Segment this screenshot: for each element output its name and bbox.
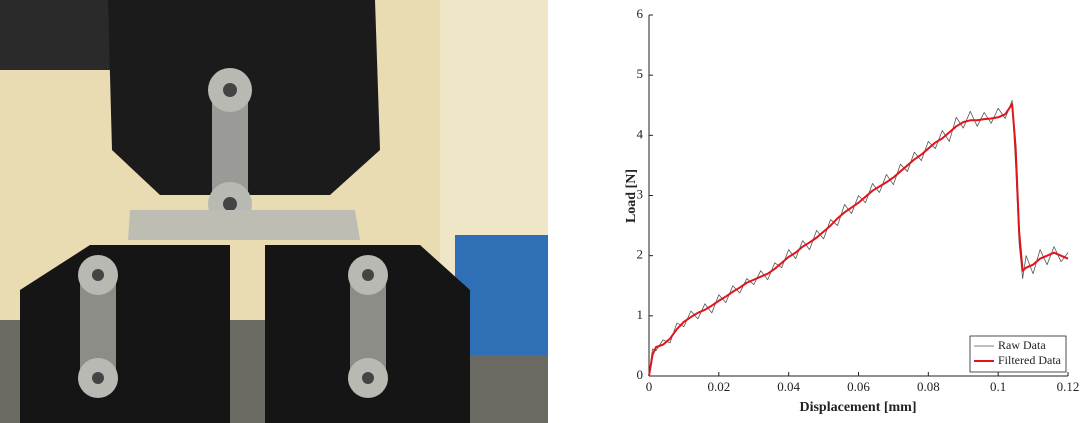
y-axis-title: Load [N] [624, 169, 639, 223]
x-tick-label: 0.1 [990, 379, 1006, 394]
x-tick-label: 0.08 [917, 379, 940, 394]
y-tick-label: 6 [637, 6, 644, 21]
y-tick-label: 4 [637, 126, 644, 141]
y-tick-label: 2 [637, 247, 644, 262]
x-tick-label: 0.04 [777, 379, 800, 394]
x-tick-label: 0.02 [707, 379, 730, 394]
y-tick-label: 3 [637, 186, 644, 201]
x-tick-label: 0.06 [847, 379, 870, 394]
series-line [648, 100, 1069, 377]
photo [0, 0, 548, 423]
y-tick-label: 0 [637, 367, 644, 382]
x-axis-title: Displacement [mm] [799, 400, 916, 415]
legend-label: Filtered Data [998, 353, 1062, 367]
x-tick-label: 0 [646, 379, 653, 394]
series-line [648, 103, 1069, 377]
x-tick-label: 0.12 [1057, 379, 1080, 394]
y-tick-label: 5 [637, 66, 644, 81]
legend-label: Raw Data [998, 338, 1046, 352]
y-tick-label: 1 [637, 307, 644, 322]
legend-box [969, 335, 1067, 373]
